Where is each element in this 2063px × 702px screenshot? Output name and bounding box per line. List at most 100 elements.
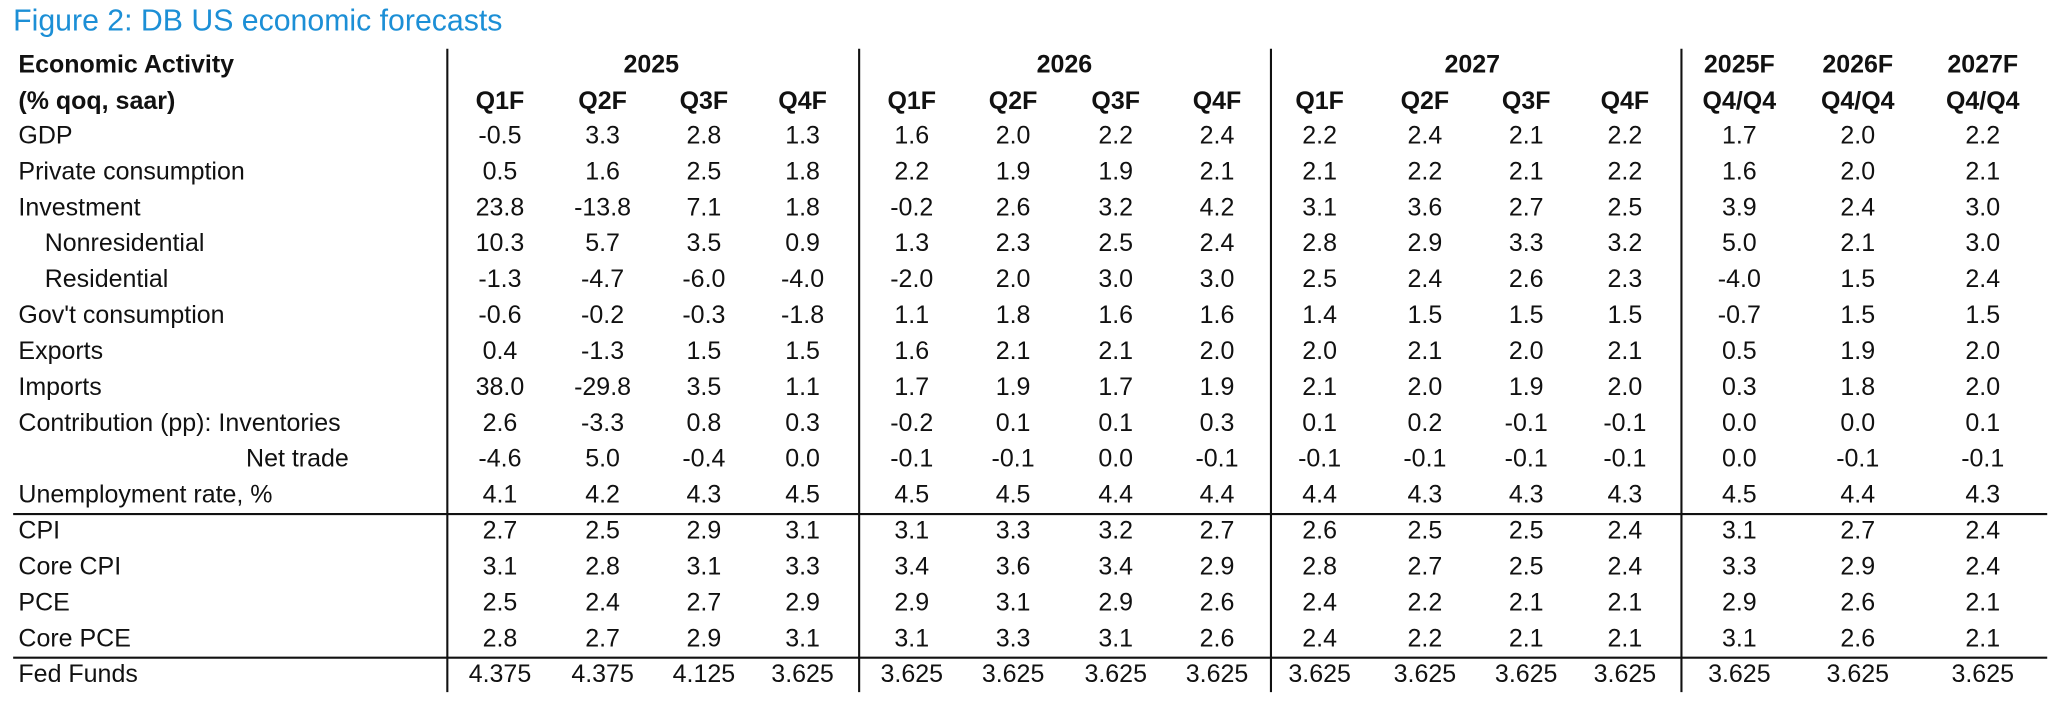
cell: 2.1 <box>1840 229 1875 257</box>
cell: 2.2 <box>1302 121 1337 149</box>
cell: 2.1 <box>1302 373 1337 401</box>
annual-basis: Q4/Q4 <box>1821 87 1895 115</box>
cell: 4.2 <box>1200 193 1235 221</box>
cell: 0.1 <box>1302 409 1337 437</box>
cell: 23.8 <box>476 193 525 221</box>
cell: 3.625 <box>982 660 1045 688</box>
cell: 2.1 <box>1509 157 1544 185</box>
cell: -0.1 <box>890 445 933 473</box>
cell: 1.7 <box>1098 373 1133 401</box>
cell: 1.6 <box>1098 301 1133 329</box>
cell: 2.1 <box>1608 588 1643 616</box>
row-label: Exports <box>18 337 103 365</box>
cell: 3.3 <box>585 121 620 149</box>
cell: 5.0 <box>1722 229 1757 257</box>
cell: 4.3 <box>1608 481 1643 509</box>
row-label: Net trade <box>246 445 349 473</box>
cell: 2.1 <box>1509 624 1544 652</box>
cell: 2.5 <box>1098 229 1133 257</box>
cell: 3.2 <box>1608 229 1643 257</box>
cell: -0.2 <box>890 409 933 437</box>
cell: 2.2 <box>1408 624 1443 652</box>
cell: 2.4 <box>1200 121 1235 149</box>
cell: -4.7 <box>581 265 624 293</box>
cell: 2.2 <box>1608 157 1643 185</box>
row-label: Residential <box>45 265 169 293</box>
cell: 2.6 <box>483 409 518 437</box>
cell: 2.0 <box>1840 121 1875 149</box>
row-label: CPI <box>18 517 60 545</box>
cell: 3.625 <box>1594 660 1657 688</box>
cell: 3.625 <box>1708 660 1771 688</box>
cell: 5.7 <box>585 229 620 257</box>
cell: 3.3 <box>996 517 1031 545</box>
cell: 2.6 <box>996 193 1031 221</box>
cell: 0.0 <box>1722 445 1757 473</box>
cell: 2.9 <box>1408 229 1443 257</box>
cell: 2.1 <box>1965 624 2000 652</box>
cell: 2.5 <box>585 517 620 545</box>
cell: 2.9 <box>1840 552 1875 580</box>
cell: -0.2 <box>890 193 933 221</box>
cell: 2.9 <box>687 517 722 545</box>
cell: 2.9 <box>687 624 722 652</box>
cell: 1.6 <box>1722 157 1757 185</box>
cell: 2.7 <box>687 588 722 616</box>
cell: -0.1 <box>1961 445 2004 473</box>
cell: -0.1 <box>1403 445 1446 473</box>
cell: -0.1 <box>1298 445 1341 473</box>
cell: 2.0 <box>1840 157 1875 185</box>
quarter-header: Q1F <box>1295 87 1344 115</box>
cell: 3.0 <box>1965 229 2000 257</box>
cell: -0.1 <box>1505 445 1548 473</box>
cell: -2.0 <box>890 265 933 293</box>
cell: 4.125 <box>673 660 736 688</box>
cell: -1.3 <box>581 337 624 365</box>
cell: 2.1 <box>1608 337 1643 365</box>
cell: 0.3 <box>785 409 820 437</box>
cell: 1.1 <box>894 301 929 329</box>
cell: 1.6 <box>894 121 929 149</box>
cell: -0.4 <box>682 445 725 473</box>
row-label: Nonresidential <box>45 229 205 257</box>
quarter-header: Q4F <box>1193 87 1242 115</box>
cell: 2.0 <box>1408 373 1443 401</box>
cell: 0.0 <box>1098 445 1133 473</box>
cell: 2.4 <box>1302 588 1337 616</box>
cell: 2.9 <box>1098 588 1133 616</box>
cell: 3.9 <box>1722 193 1757 221</box>
cell: 10.3 <box>476 229 525 257</box>
cell: 1.5 <box>1408 301 1443 329</box>
year-header: 2027 <box>1444 50 1500 78</box>
cell: -0.2 <box>581 301 624 329</box>
cell: 1.9 <box>996 157 1031 185</box>
cell: 2.4 <box>1965 552 2000 580</box>
cell: -3.3 <box>581 409 624 437</box>
cell: 2.1 <box>1608 624 1643 652</box>
row-label: Core PCE <box>18 624 130 652</box>
cell: 4.5 <box>996 481 1031 509</box>
cell: 2.0 <box>1200 337 1235 365</box>
cell: 2.9 <box>894 588 929 616</box>
row-label: Core CPI <box>18 552 121 580</box>
annual-header: 2025F <box>1704 50 1775 78</box>
cell: 2.6 <box>1509 265 1544 293</box>
cell: 1.5 <box>1840 265 1875 293</box>
cell: 3.625 <box>1084 660 1147 688</box>
cell: 3.1 <box>1302 193 1337 221</box>
cell: 2.0 <box>1608 373 1643 401</box>
cell: 4.5 <box>1722 481 1757 509</box>
cell: 3.625 <box>1826 660 1889 688</box>
cell: 3.1 <box>996 588 1031 616</box>
cell: -13.8 <box>574 193 631 221</box>
cell: 2.7 <box>1408 552 1443 580</box>
cell: 0.4 <box>483 337 518 365</box>
cell: 2.8 <box>1302 229 1337 257</box>
cell: 0.1 <box>1098 409 1133 437</box>
cell: 3.3 <box>1509 229 1544 257</box>
cell: 1.3 <box>894 229 929 257</box>
cell: 2.4 <box>1608 517 1643 545</box>
cell: 3.0 <box>1098 265 1133 293</box>
cell: 4.1 <box>483 481 518 509</box>
cell: 3.0 <box>1200 265 1235 293</box>
